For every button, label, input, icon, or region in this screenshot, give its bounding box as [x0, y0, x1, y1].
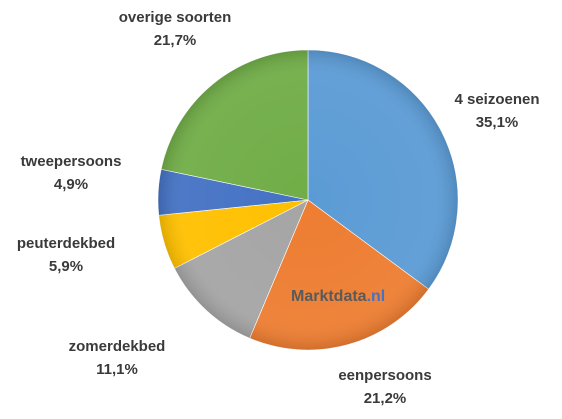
watermark-brand: Marktdata — [291, 288, 367, 305]
slice-name: eenpersoons — [338, 367, 431, 384]
slice-percent: 11,1% — [96, 361, 138, 378]
slice-name: peuterdekbed — [17, 235, 115, 252]
pie-labels: 4 seizoenen 35,1% eenpersoons 21,2% zomerdek… — [17, 9, 540, 407]
slice-name: 4 seizoenen — [454, 91, 539, 108]
slice-name: zomerdekbed — [69, 338, 166, 355]
slice-label-zomerdekbed: zomerdekbed 11,1% — [69, 338, 166, 378]
slice-name: overige soorten — [119, 9, 232, 26]
pie-slices — [157, 49, 459, 351]
slice-percent: 35,1% — [476, 114, 519, 131]
slice-label-peuterdekbed: peuterdekbed 5,9% — [17, 235, 115, 275]
slice-label-tweepersoons: tweepersoons 4,9% — [21, 153, 122, 193]
watermark-logo: Marktdata.nl — [291, 288, 385, 305]
slice-percent: 4,9% — [54, 176, 88, 193]
slice-percent: 21,7% — [154, 32, 197, 49]
slice-label-eenpersoons: eenpersoons 21,2% — [338, 367, 431, 407]
slice-percent: 5,9% — [49, 258, 83, 275]
slice-name: tweepersoons — [21, 153, 122, 170]
slice-label-4-seizoenen: 4 seizoenen 35,1% — [454, 91, 539, 131]
slice-label-overige-soorten: overige soorten 21,7% — [119, 9, 232, 49]
slice-percent: 21,2% — [364, 390, 407, 407]
watermark-suffix: .nl — [367, 288, 386, 305]
